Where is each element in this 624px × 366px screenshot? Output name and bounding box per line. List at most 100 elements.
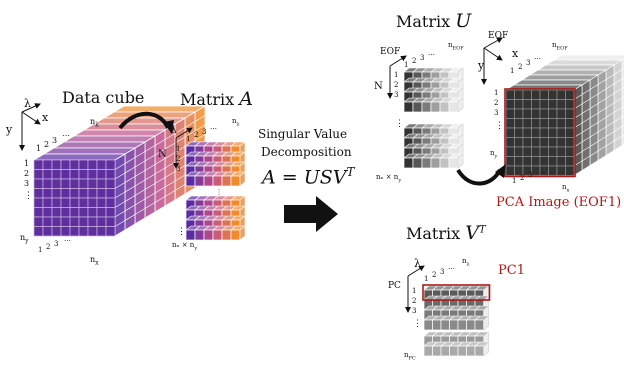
cube-side-grid <box>174 146 186 153</box>
cube-side-grid <box>164 152 176 159</box>
cube-side-grid <box>184 130 196 138</box>
pca-side-grid <box>613 126 623 132</box>
pca-cell <box>514 108 524 119</box>
vt-col-1: 1 <box>424 275 429 283</box>
cube-cell <box>87 207 98 218</box>
pca-cell <box>565 165 575 176</box>
cube-side-grid <box>124 166 136 174</box>
cube-cell <box>96 197 107 208</box>
pca-side-grid <box>581 117 591 124</box>
cube-cell <box>78 216 89 227</box>
a-col-nlambda: nλ <box>232 117 240 128</box>
pca-side-grid <box>613 88 623 94</box>
matrix-u-title: Matrix U <box>396 10 472 32</box>
vt-cell <box>440 319 450 331</box>
cube-side-grid <box>124 195 136 202</box>
u-col-3: 3 <box>420 54 425 62</box>
cube-cell <box>96 159 107 170</box>
pca-side-grid <box>589 150 599 157</box>
cube-side-grid <box>124 204 136 212</box>
cube-cell <box>96 226 107 237</box>
pca-side-grid <box>605 112 615 118</box>
cube-side-grid <box>194 134 206 141</box>
vt-row-npc: nPC <box>404 351 416 362</box>
vt-col-nlambda: nλ <box>462 257 470 268</box>
a-cell <box>203 229 214 241</box>
pca-cell <box>539 118 549 129</box>
cube-side-grid <box>174 127 186 134</box>
u-col-2: 2 <box>412 57 417 65</box>
pca-side-grid <box>621 77 624 80</box>
cube-cell <box>87 178 98 189</box>
cube-side-grid <box>124 157 136 164</box>
cube-cell <box>105 197 116 208</box>
pca-cell <box>505 118 515 129</box>
cube-cell <box>69 159 80 170</box>
u-cell-side <box>457 153 464 169</box>
cube-side-grid <box>114 163 126 170</box>
cube-side-grid <box>164 180 176 188</box>
u-cell <box>430 157 441 169</box>
cube-side-grid <box>164 133 176 140</box>
cube-side-grid <box>114 201 126 208</box>
cube-cell <box>78 197 89 208</box>
cube-row-ny: ny <box>20 233 29 245</box>
cube-top-strip <box>42 147 137 155</box>
cube-axis-x: x <box>42 111 49 124</box>
cube-cell <box>105 159 116 170</box>
pca-side-grid <box>621 86 624 89</box>
vt-cell <box>474 345 484 357</box>
pca-cell <box>548 156 558 167</box>
pca-cell <box>556 89 566 100</box>
pca-col-3: 3 <box>526 59 531 67</box>
pca-side-grid <box>589 93 599 100</box>
u-cell <box>403 101 414 113</box>
cube-cell <box>105 188 116 199</box>
pca-cell <box>514 89 524 100</box>
cube-side-grid <box>194 115 206 122</box>
pca-side-grid <box>581 127 591 133</box>
cube-cell <box>42 216 53 227</box>
pca-side-grid <box>581 89 591 95</box>
a-lambda-axis <box>175 127 193 139</box>
pca-row-dots: ⋮ <box>495 121 504 131</box>
pca-side-grid <box>581 136 591 143</box>
u-col-dots: ⋯ <box>428 51 435 59</box>
cube-row-3: 3 <box>24 179 30 188</box>
cube-col-2: 2 <box>44 140 50 149</box>
pca-cell <box>556 137 566 148</box>
pca-cell <box>539 108 549 119</box>
pca-cell <box>531 127 541 138</box>
pca-side-grid <box>613 69 623 75</box>
cube-cell <box>78 226 89 237</box>
cube-cell <box>87 159 98 170</box>
pca-cell <box>514 118 524 129</box>
cube-cell <box>78 207 89 218</box>
pca-cell <box>548 108 558 119</box>
vt-row-dots: ⋮ <box>413 319 422 329</box>
pca-cell <box>565 89 575 100</box>
pca-cell <box>539 89 549 100</box>
pca-top-strip <box>528 69 608 76</box>
vt-col-3: 3 <box>440 268 445 276</box>
u-row-1: 1 <box>394 71 399 79</box>
u-axis-eof: EOF <box>380 47 401 57</box>
cube-cell <box>33 178 44 189</box>
cube-col-nlambda: nλ <box>90 117 99 129</box>
pca-side-grid <box>581 146 591 152</box>
pca-axis-y: y <box>478 59 485 72</box>
cube-cell <box>96 188 107 199</box>
matrix-u-graphic <box>387 55 464 169</box>
cube-side-grid <box>164 190 176 197</box>
a-cell <box>212 229 223 241</box>
matrix-vt-title: Matrix VT <box>406 222 486 244</box>
cube-cell <box>42 188 53 199</box>
pca-top-strip <box>520 74 600 81</box>
pca-x-1: 1 <box>512 177 517 185</box>
pca-cell <box>565 118 575 129</box>
a-cell <box>221 175 232 187</box>
pca-eof-axis <box>483 37 503 49</box>
matrix-vt-graphic <box>405 265 491 357</box>
cube-top-strip <box>62 135 157 143</box>
pca-side-grid <box>605 93 615 99</box>
